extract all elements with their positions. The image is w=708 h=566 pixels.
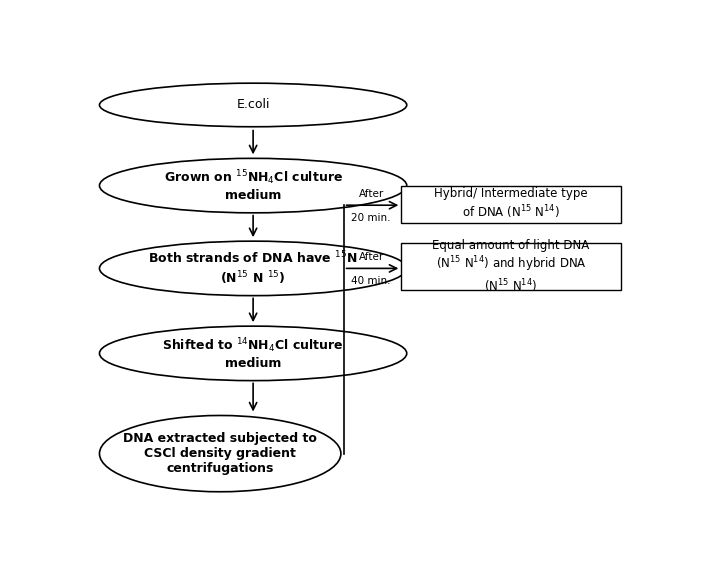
Text: 20 min.: 20 min.: [351, 213, 391, 222]
Text: 40 min.: 40 min.: [351, 276, 391, 286]
Text: Both strands of DNA have $^{15}$N
(N$^{15}$ N $^{15}$): Both strands of DNA have $^{15}$N (N$^{1…: [149, 250, 358, 287]
Ellipse shape: [99, 415, 341, 492]
Ellipse shape: [99, 83, 407, 127]
Text: Shifted to $^{14}$NH$_4$Cl culture
medium: Shifted to $^{14}$NH$_4$Cl culture mediu…: [162, 337, 344, 370]
FancyBboxPatch shape: [401, 186, 621, 222]
Ellipse shape: [99, 241, 407, 295]
Text: Grown on $^{15}$NH$_4$Cl culture
medium: Grown on $^{15}$NH$_4$Cl culture medium: [164, 169, 343, 203]
Text: After: After: [358, 188, 384, 199]
Ellipse shape: [99, 326, 407, 380]
Text: E.coli: E.coli: [236, 98, 270, 112]
Text: Hybrid/ Intermediate type
of DNA (N$^{15}$ N$^{14}$): Hybrid/ Intermediate type of DNA (N$^{15…: [434, 187, 588, 221]
Text: After: After: [358, 252, 384, 262]
Ellipse shape: [99, 158, 407, 213]
Text: Equal amount of light DNA
(N$^{15}$ N$^{14}$) and hybrid DNA
(N$^{15}$ N$^{14}$): Equal amount of light DNA (N$^{15}$ N$^{…: [433, 239, 590, 294]
Text: DNA extracted subjected to
CSCl density gradient
centrifugations: DNA extracted subjected to CSCl density …: [123, 432, 317, 475]
FancyBboxPatch shape: [401, 243, 621, 290]
